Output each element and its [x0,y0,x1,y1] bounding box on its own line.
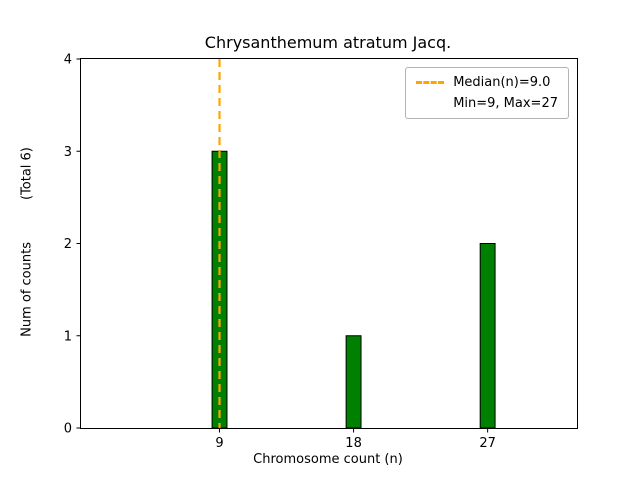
chart-title: Chrysanthemum atratum Jacq. [204,33,452,52]
legend-label: Min=9, Max=27 [453,96,558,111]
legend-dashed-line-sample [416,81,445,84]
plot-svg: 9 18 27 0 1 2 3 4 [64,53,496,452]
y-axis-label: Num of counts (Total 6) [20,147,35,337]
y-axis-label-note: (Total 6) [19,147,35,201]
y-axis-label-text: Num of counts [19,242,35,337]
legend: Median(n)=9.0 Min=9, Max=27 [405,67,569,119]
x-tick-label: 18 [345,436,362,451]
x-tick-label: 9 [215,436,223,451]
x-tick-label: 27 [479,436,496,451]
y-tick-label: 0 [64,422,72,437]
y-tick-label: 3 [64,145,72,160]
legend-label: Median(n)=9.0 [453,75,551,90]
plot-area: 9 18 27 0 1 2 3 4 Median(n)=9.0 Min=9, Max=27 [64,53,578,452]
bar [345,335,362,429]
legend-entry: Min=9, Max=27 [416,96,558,111]
y-tick-label: 2 [64,237,72,252]
bar [479,243,496,429]
y-tick-label: 1 [64,329,72,344]
x-axis-label: Chromosome count (n) [253,452,403,467]
legend-entry: Median(n)=9.0 [416,75,558,90]
y-tick-label: 4 [64,53,72,68]
